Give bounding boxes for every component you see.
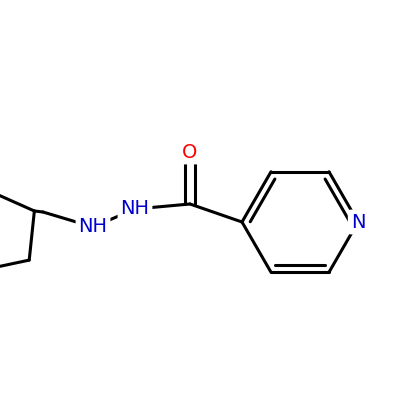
Text: NH: NH: [78, 218, 108, 236]
Text: NH: NH: [120, 200, 150, 218]
Text: O: O: [182, 142, 198, 162]
Text: N: N: [351, 212, 365, 232]
